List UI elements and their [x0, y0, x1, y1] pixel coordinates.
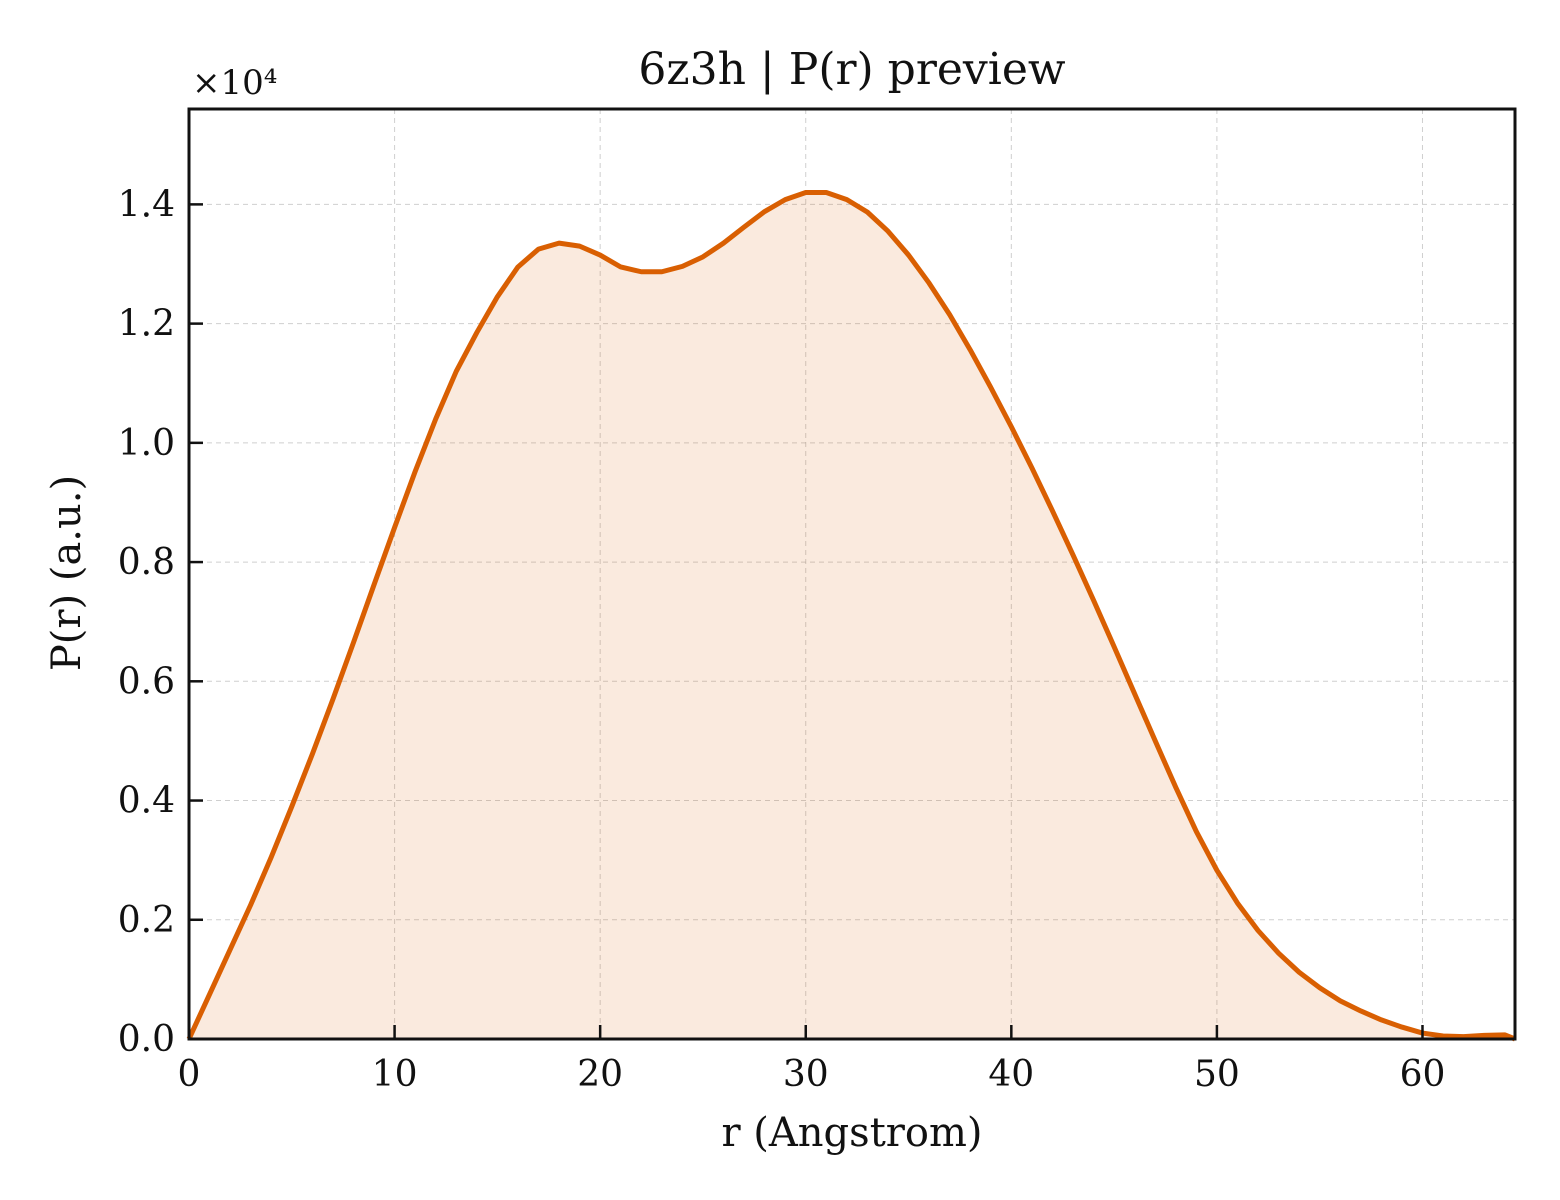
- y-tick-label: 0.0: [118, 1019, 175, 1060]
- x-axis-ticks: 0 10 20 30 40 50 60: [178, 1025, 1446, 1095]
- x-tick-label: 10: [372, 1054, 418, 1095]
- y-tick-label: 1.0: [118, 423, 175, 464]
- pr-area-fill: [189, 192, 1515, 1039]
- y-scale-multiplier: ×10⁴: [192, 63, 277, 103]
- grid-lines: [189, 109, 1515, 1039]
- pr-curve-line: [186, 189, 1516, 1042]
- y-tick-label: 0.8: [118, 542, 175, 583]
- x-tick-label: 50: [1194, 1054, 1240, 1095]
- y-tick-label: 0.6: [118, 661, 175, 702]
- x-tick-label: 60: [1400, 1054, 1446, 1095]
- chart-title: 6z3h | P(r) preview: [638, 44, 1065, 95]
- x-tick-label: 30: [783, 1054, 829, 1095]
- x-tick-label: 40: [988, 1054, 1034, 1095]
- y-axis-ticks: 0.0 0.2 0.4 0.6 0.8 1.0 1.2 1.4: [118, 184, 203, 1060]
- plot-frame: [187, 107, 1517, 1041]
- y-axis-label: P(r) (a.u.): [44, 475, 90, 671]
- x-axis-label: r (Angstrom): [721, 1110, 982, 1156]
- x-tick-label: 20: [577, 1054, 623, 1095]
- y-tick-label: 1.4: [118, 184, 175, 225]
- y-tick-label: 1.2: [118, 304, 175, 345]
- x-tick-label: 0: [178, 1054, 201, 1095]
- y-tick-label: 0.4: [118, 781, 175, 822]
- y-tick-label: 0.2: [118, 900, 175, 941]
